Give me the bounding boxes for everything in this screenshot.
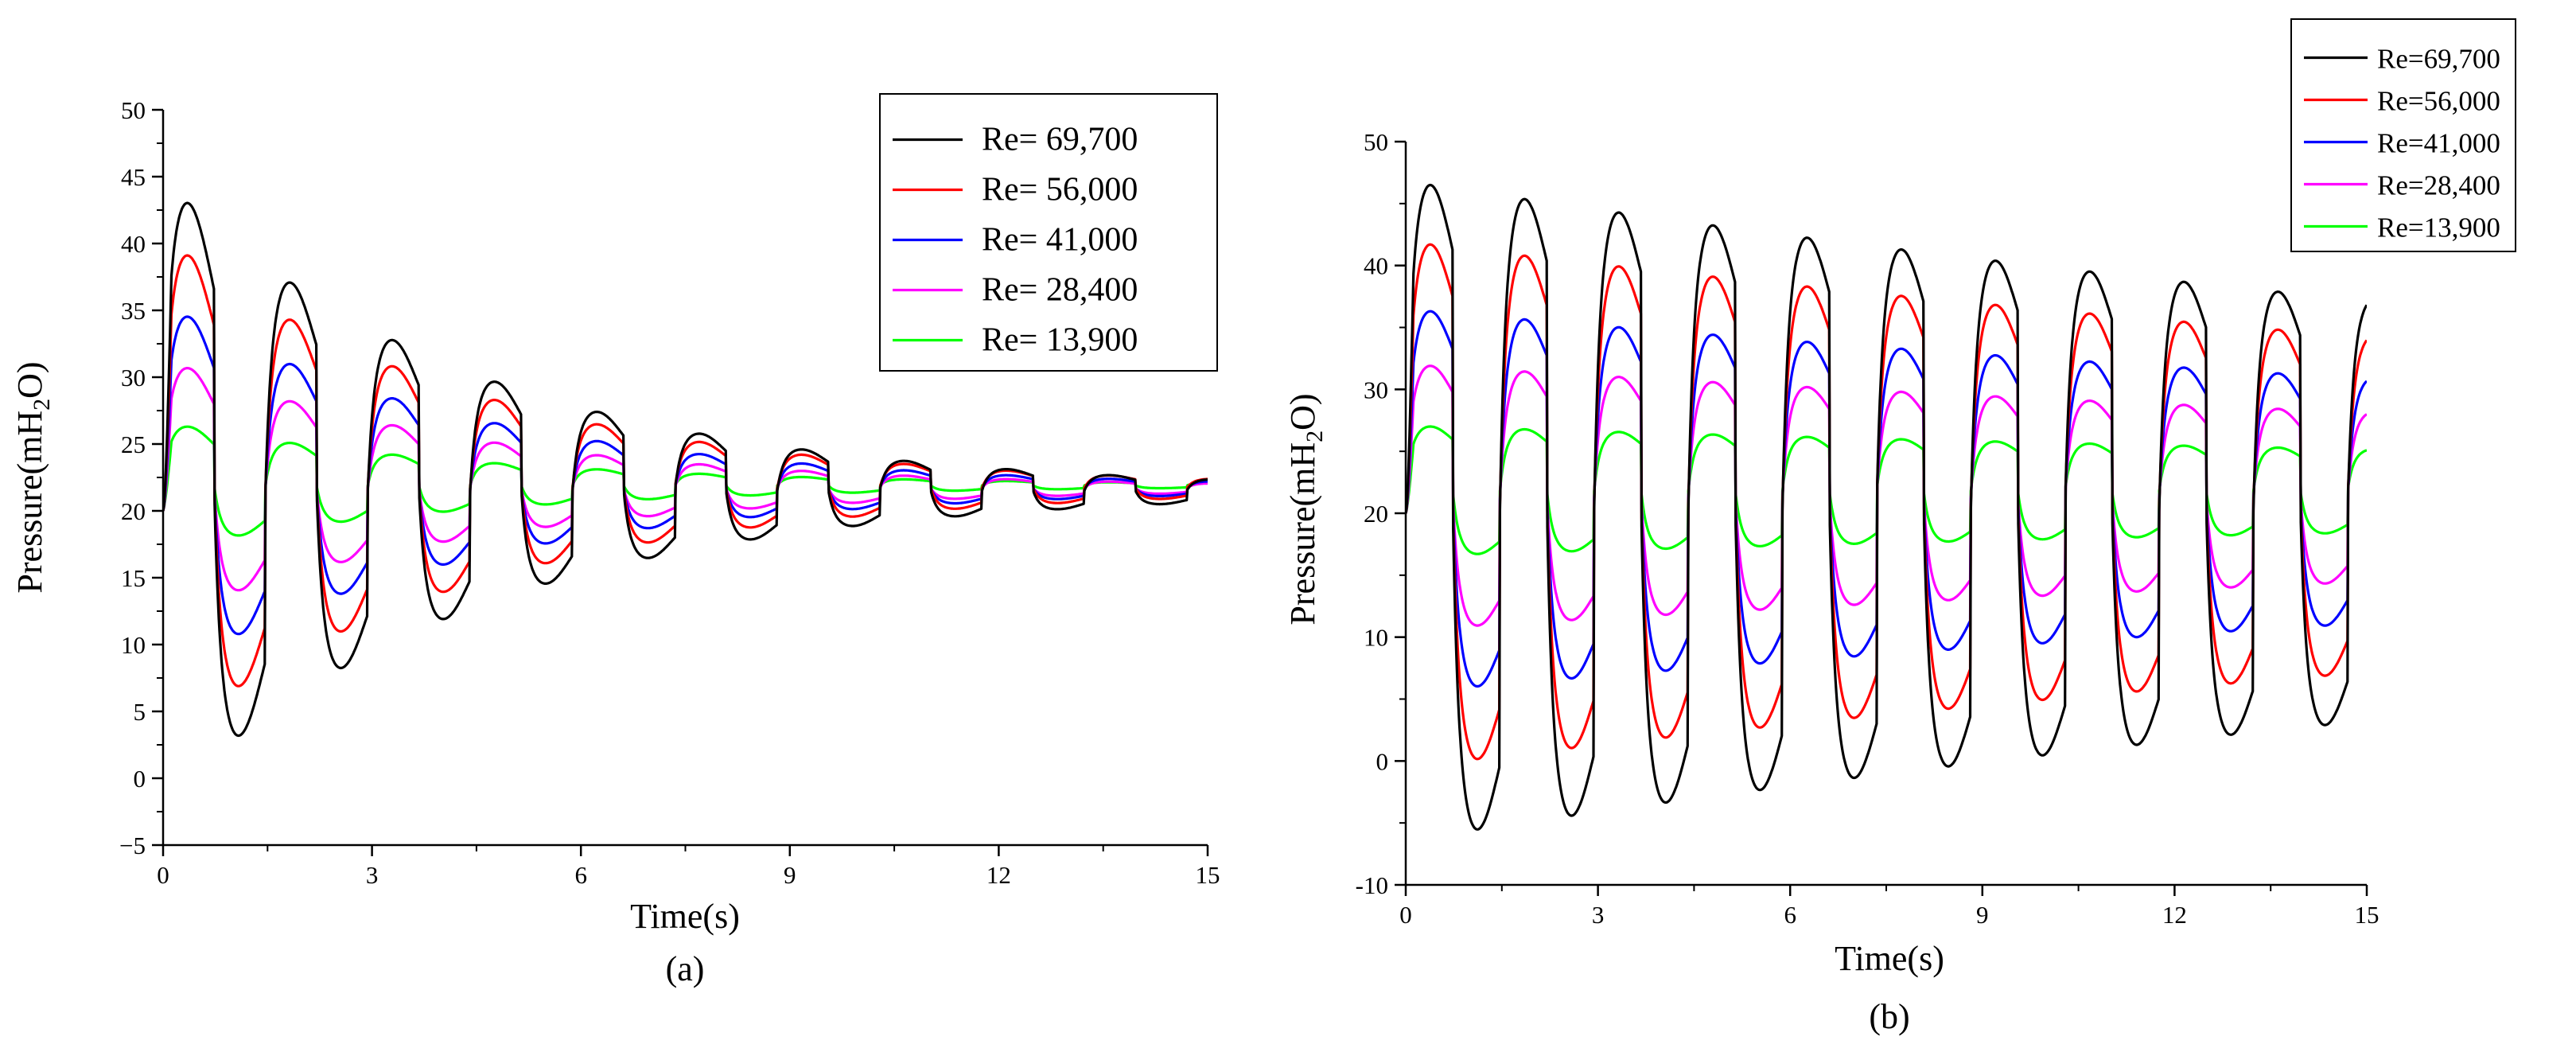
y-tick-label: 0 [1376,747,1389,775]
y-axis-title-tail: O) [10,361,49,398]
y-tick-label: 10 [1364,624,1388,652]
legend-label: Re= 13,900 [982,322,1138,359]
y-tick-label: 30 [1364,376,1388,403]
chart-caption: (a) [666,949,705,988]
y-axis-title-main: Pressure(mH [10,411,49,594]
x-tick-label: 12 [2162,901,2187,929]
legend: Re= 69,700 Re= 56,000 Re= 41,000 Re= 28,400… [879,93,1218,372]
legend-box [2290,18,2516,252]
y-axis-title-main: Pressure(mH [1283,442,1322,625]
legend-label: Re=69,700 [2377,44,2500,75]
legend-label: Re= 41,000 [982,222,1138,259]
series-line [1406,243,2367,761]
legend-label: Re= 56,000 [982,172,1138,208]
x-tick-label: 9 [1976,901,1989,929]
series-line [163,201,1208,738]
y-axis-title: Pressure(mH2O) [1283,393,1328,625]
x-tick-label: 0 [157,861,169,889]
series-group [163,201,1208,738]
x-tick-label: 15 [2355,901,2379,929]
y-tick-label: 40 [1364,252,1388,280]
chart-a: 0 3 6 9 12 15 −5 0 5 10 15 20 25 30 35 40 45 50 Time(s) Pre… [10,93,1220,988]
y-tick-label: 20 [121,497,146,525]
y-tick-label: 50 [1364,128,1388,156]
x-tick-label: 9 [784,861,796,889]
x-tick-label: 12 [986,861,1011,889]
y-tick-label: 5 [134,698,146,726]
y-axis-title: Pressure(mH2O) [10,361,55,593]
x-axis-title: Time(s) [1835,939,1944,978]
series-group [1406,183,2367,831]
y-tick-label: 0 [134,765,146,793]
y-tick-label: 30 [121,364,146,392]
x-tick-label: 6 [1784,901,1796,929]
y-tick-label: 45 [121,163,146,191]
x-tick-label: 3 [366,861,379,889]
y-tick-label: 15 [121,564,146,592]
legend-label: Re=56,000 [2377,86,2500,117]
legend-label: Re= 69,700 [982,122,1138,158]
x-tick-label: 15 [1196,861,1220,889]
x-tick-label: 0 [1399,901,1412,929]
legend-label: Re=28,400 [2377,170,2500,201]
y-tick-label: −5 [119,832,146,859]
y-tick-label: 20 [1364,500,1388,528]
y-axis-title-tail: O) [1283,393,1322,430]
y-tick-label: 40 [121,230,146,258]
x-axis-title: Time(s) [630,897,740,936]
x-tick-label: 3 [1592,901,1605,929]
y-tick-label: 50 [121,96,146,124]
x-tick-label: 6 [574,861,587,889]
chart-caption: (b) [1869,997,1909,1036]
chart-b: 0 3 6 9 12 15 -10 0 10 20 30 40 50 Time(s) Pressure(mH… [1283,18,2516,1036]
y-tick-label: 25 [121,430,146,458]
y-tick-label: 10 [121,631,146,659]
y-axis-title-sub: 2 [1302,430,1328,442]
series-line [1406,183,2367,831]
legend-label: Re=41,000 [2377,128,2500,159]
y-axis-title-sub: 2 [29,399,55,411]
legend-label: Re= 28,400 [982,272,1138,309]
legend: Re=69,700 Re=56,000 Re=41,000 Re=28,400 Re=1… [2290,18,2516,252]
y-tick-label: -10 [1356,871,1388,899]
legend-label: Re=13,900 [2377,212,2500,243]
y-tick-label: 35 [121,297,146,325]
